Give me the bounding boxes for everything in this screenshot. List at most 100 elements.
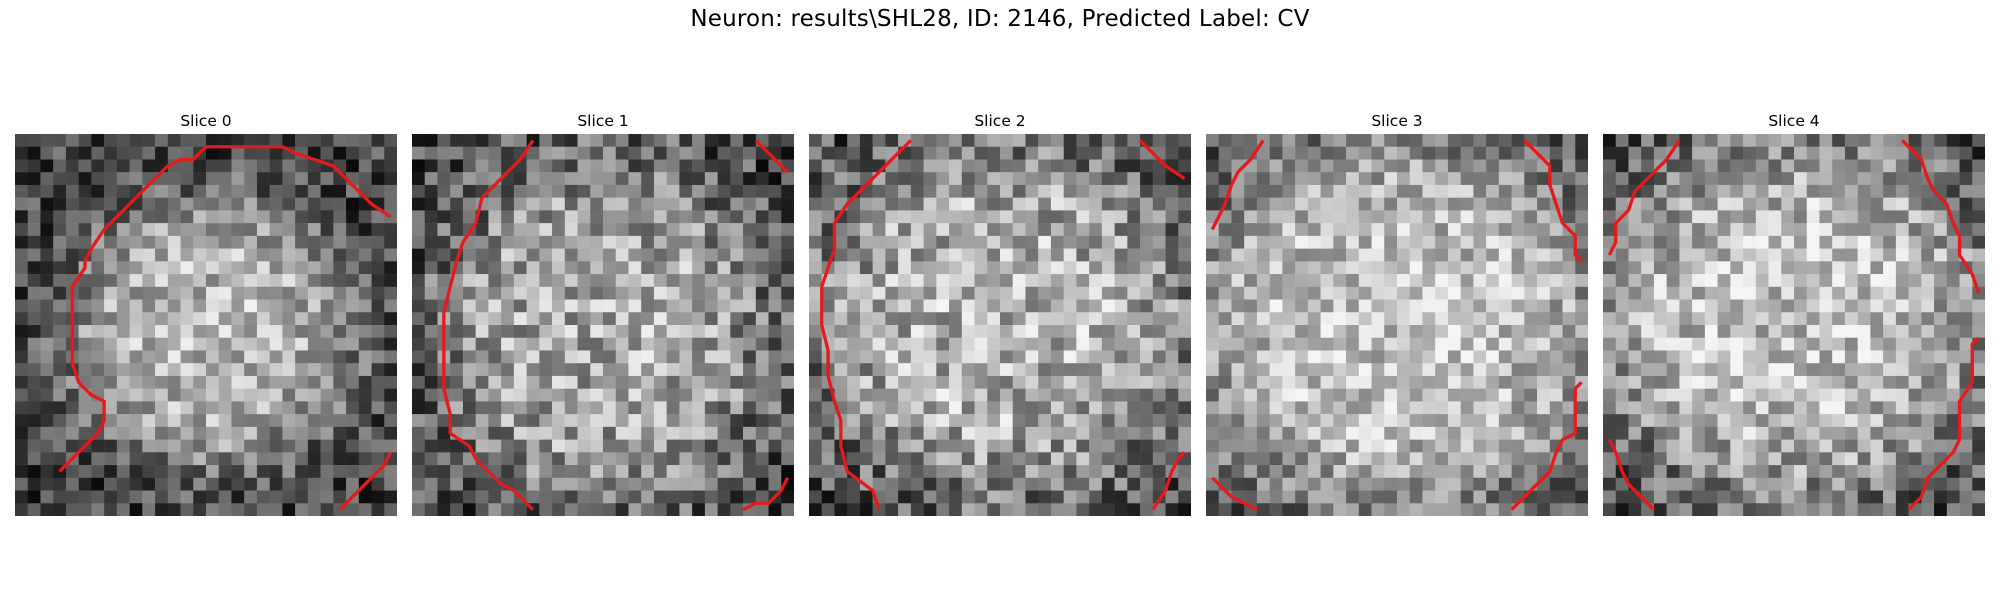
image-pixel	[526, 274, 540, 288]
image-pixel	[1447, 223, 1461, 237]
image-pixel	[653, 414, 667, 428]
image-pixel	[872, 414, 886, 428]
image-pixel	[1435, 146, 1449, 160]
image-pixel	[333, 337, 347, 351]
image-pixel	[1615, 248, 1629, 262]
image-pixel	[1972, 261, 1985, 275]
image-pixel	[1755, 503, 1769, 516]
image-pixel	[1422, 401, 1436, 415]
image-pixel	[641, 388, 655, 402]
image-pixel	[193, 248, 207, 262]
image-pixel	[1025, 337, 1039, 351]
image-pixel	[526, 146, 540, 160]
image-pixel	[513, 248, 527, 262]
image-pixel	[244, 146, 258, 160]
image-pixel	[704, 465, 718, 479]
image-pixel	[1397, 388, 1410, 402]
image-pixel	[218, 159, 232, 173]
image-pixel	[1755, 337, 1769, 351]
image-pixel	[206, 134, 219, 147]
image-pixel	[1641, 286, 1655, 300]
image-pixel	[1704, 452, 1718, 466]
image-pixel	[142, 350, 156, 364]
image-pixel	[358, 325, 372, 338]
image-pixel	[269, 274, 283, 288]
image-pixel	[218, 274, 232, 288]
image-pixel	[653, 261, 667, 275]
image-pixel	[704, 159, 718, 173]
image-pixel	[692, 223, 706, 237]
image-pixel	[1575, 210, 1588, 224]
image-pixel	[1231, 248, 1245, 262]
image-pixel	[333, 248, 347, 262]
image-pixel	[1486, 197, 1500, 211]
image-pixel	[1114, 235, 1128, 249]
image-pixel	[91, 159, 105, 173]
image-pixel	[1050, 312, 1064, 326]
image-pixel	[1575, 235, 1588, 249]
image-pixel	[1307, 325, 1321, 338]
image-pixel	[295, 477, 309, 491]
image-pixel	[180, 363, 194, 377]
image-pixel	[1333, 414, 1347, 428]
image-pixel	[1717, 159, 1731, 173]
image-pixel	[1422, 452, 1436, 466]
image-pixel	[244, 477, 258, 491]
image-pixel	[1908, 223, 1922, 237]
image-pixel	[269, 261, 283, 275]
image-pixel	[730, 439, 744, 453]
image-pixel	[961, 184, 975, 198]
image-pixel	[987, 286, 1001, 300]
image-pixel	[1114, 312, 1128, 326]
image-pixel	[1615, 235, 1629, 249]
image-pixel	[1921, 286, 1935, 300]
image-pixel	[1743, 261, 1757, 275]
image-pixel	[1743, 286, 1757, 300]
image-pixel	[1371, 235, 1385, 249]
image-pixel	[1679, 312, 1693, 326]
image-pixel	[1603, 363, 1616, 377]
image-pixel	[1012, 325, 1026, 338]
image-pixel	[206, 248, 219, 262]
image-pixel	[104, 274, 118, 288]
image-pixel	[653, 490, 667, 504]
image-pixel	[1358, 312, 1372, 326]
image-pixel	[755, 274, 769, 288]
image-pixel	[872, 274, 886, 288]
image-pixel	[1012, 172, 1026, 186]
image-pixel	[1895, 490, 1909, 504]
image-pixel	[412, 197, 425, 211]
image-pixel	[987, 146, 1001, 160]
image-pixel	[1371, 452, 1385, 466]
image-pixel	[269, 172, 283, 186]
image-pixel	[450, 197, 464, 211]
image-pixel	[679, 426, 693, 440]
image-pixel	[1127, 439, 1141, 453]
image-pixel	[1704, 299, 1718, 313]
image-pixel	[1768, 312, 1782, 326]
image-pixel	[346, 503, 360, 516]
image-pixel	[1768, 248, 1782, 262]
image-pixel	[1832, 375, 1846, 389]
image-pixel	[1946, 146, 1960, 160]
image-pixel	[1730, 197, 1744, 211]
image-pixel	[923, 337, 937, 351]
image-pixel	[1628, 439, 1642, 453]
image-pixel	[450, 299, 464, 313]
image-pixel	[1269, 452, 1283, 466]
image-pixel	[961, 159, 975, 173]
image-pixel	[1140, 261, 1154, 275]
image-pixel	[412, 388, 425, 402]
image-pixel	[1908, 477, 1922, 491]
image-pixel	[809, 286, 822, 300]
image-pixel	[371, 223, 385, 237]
image-pixel	[40, 503, 54, 516]
image-pixel	[1486, 312, 1500, 326]
image-pixel	[1473, 363, 1487, 377]
image-pixel	[1486, 426, 1500, 440]
image-pixel	[1704, 146, 1718, 160]
image-pixel	[1819, 210, 1833, 224]
image-pixel	[1256, 503, 1270, 516]
image-pixel	[384, 146, 397, 160]
image-pixel	[1422, 325, 1436, 338]
